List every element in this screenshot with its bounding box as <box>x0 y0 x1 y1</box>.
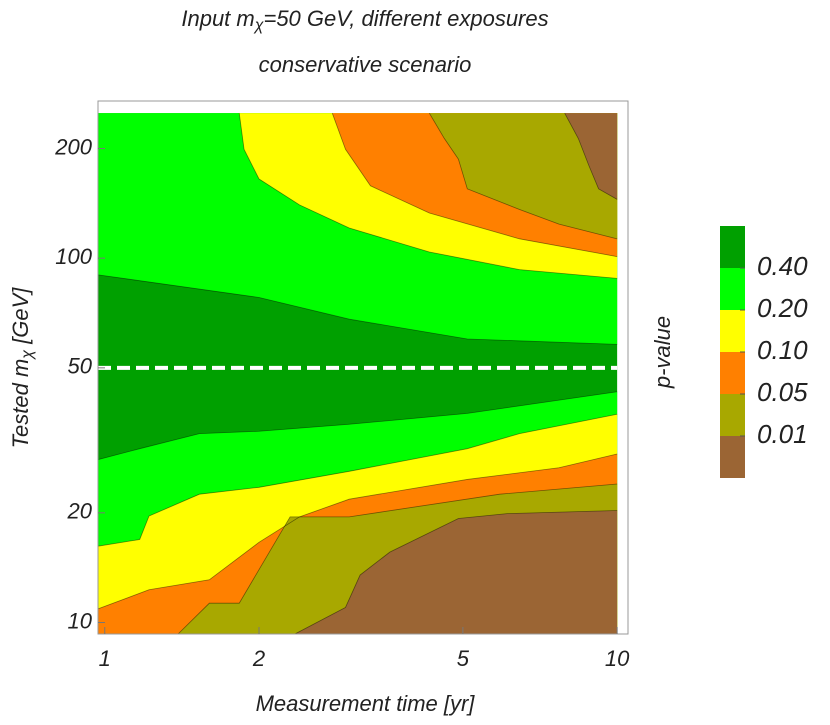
contour-line <box>294 510 618 635</box>
contour-line <box>238 113 618 279</box>
contour-line <box>564 112 618 200</box>
colorbar-tick-label: 0.40 <box>757 251 808 281</box>
title-subscript: χ <box>253 17 264 34</box>
x-tick-label: 10 <box>605 646 630 671</box>
title-text: Input m <box>181 6 254 31</box>
colorbar-tick-label: 0.20 <box>757 293 808 323</box>
colorbar-tick-label: 0.10 <box>757 335 808 365</box>
colorbar-swatch <box>720 268 745 310</box>
colorbar-swatch <box>720 352 745 394</box>
contour-line <box>177 483 618 635</box>
y-tick-label: 10 <box>68 608 93 633</box>
y-tick-label: 200 <box>54 134 92 159</box>
contour-region <box>429 113 618 239</box>
contour-line <box>97 274 618 345</box>
colorbar-tick-label: 0.05 <box>757 377 808 407</box>
contour-line <box>97 391 618 460</box>
chart-subtitle: conservative scenario <box>259 52 472 77</box>
y-tick-label: 20 <box>67 499 93 524</box>
y-tick-label: 50 <box>68 354 93 379</box>
contour-region <box>564 113 618 200</box>
contour-line <box>429 112 618 240</box>
ylabel-text: [GeV] <box>8 287 33 350</box>
contour-region <box>294 510 618 634</box>
colorbar-swatch <box>720 436 745 478</box>
colorbar-swatch <box>720 310 745 352</box>
y-tick-label: 100 <box>55 244 92 269</box>
colorbar-tick-label: 0.01 <box>757 419 808 449</box>
contour-line <box>97 413 618 547</box>
colorbar-label: p-value <box>650 316 675 389</box>
colorbar-swatch <box>720 394 745 436</box>
contour-line <box>331 113 618 257</box>
x-tick-label: 2 <box>252 646 265 671</box>
contour-line <box>97 453 618 610</box>
ylabel-text: Tested m <box>8 359 33 449</box>
y-axis-label: Tested mχ [GeV] <box>8 287 36 449</box>
x-tick-label: 5 <box>457 646 470 671</box>
x-axis-label: Measurement time [yr] <box>256 691 476 716</box>
title-text: =50 GeV, different exposures <box>263 6 548 31</box>
x-tick-label: 1 <box>99 646 111 671</box>
ylabel-subscript: χ <box>19 350 36 361</box>
colorbar-swatch <box>720 226 745 268</box>
chart-title: Input mχ=50 GeV, different exposures <box>181 6 548 34</box>
